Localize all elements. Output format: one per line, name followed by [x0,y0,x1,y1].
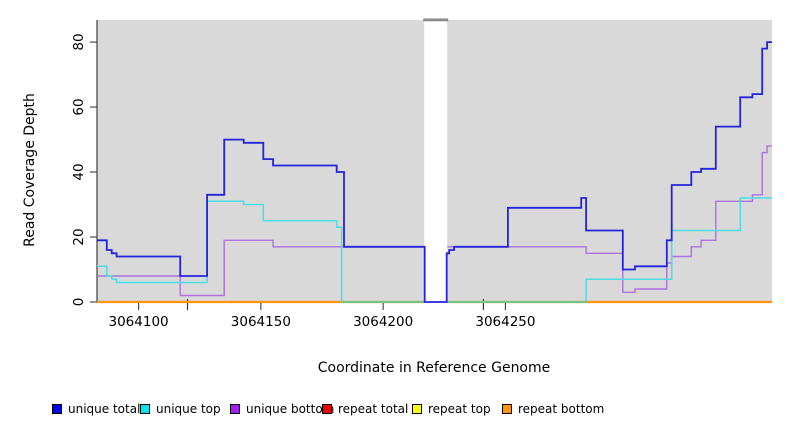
x-tick-label: 3064200 [353,314,414,330]
legend-item-unique-top: unique top [140,401,221,417]
y-tick-label: 60 [71,98,87,116]
legend-label: repeat total [338,402,409,416]
y-axis-title: Read Coverage Depth [22,93,38,247]
gap-band-cap [423,18,449,22]
legend-label: unique bottom [246,402,335,416]
legend-label: unique total [68,402,141,416]
legend-label: unique top [156,402,221,416]
legend-item-unique-total: unique total [52,401,140,417]
series-line-unique-top [97,197,772,303]
series-line-unique-total [97,41,772,303]
y-tick-label: 40 [71,163,87,181]
series-line-unique-bottom [97,145,772,297]
y-tick-label: 20 [71,228,87,246]
legend-item-repeat-top: repeat top [412,401,491,417]
legend-item-repeat-bottom: repeat bottom [502,401,604,417]
gap-band [424,21,448,305]
x-tick-label: 3064100 [108,314,169,330]
legend-swatch-icon [230,404,240,414]
x-tick-label: 3064250 [475,314,536,330]
legend-swatch-icon [140,404,150,414]
legend-swatch-icon [412,404,422,414]
y-tick-label: 80 [71,33,87,51]
legend-swatch-icon [52,404,62,414]
legend-swatch-icon [502,404,512,414]
chart-legend: unique total unique top unique bottom repea… [0,398,792,420]
x-tick-label: 3064150 [230,314,291,330]
legend-label: repeat top [428,402,491,416]
y-tick-label: 0 [71,297,87,307]
legend-item-repeat-total: repeat total [322,401,408,417]
legend-swatch-icon [322,404,332,414]
x-axis-title: Coordinate in Reference Genome [317,360,551,376]
legend-label: repeat bottom [518,402,605,416]
legend-item-unique-bottom: unique bottom [230,401,334,417]
